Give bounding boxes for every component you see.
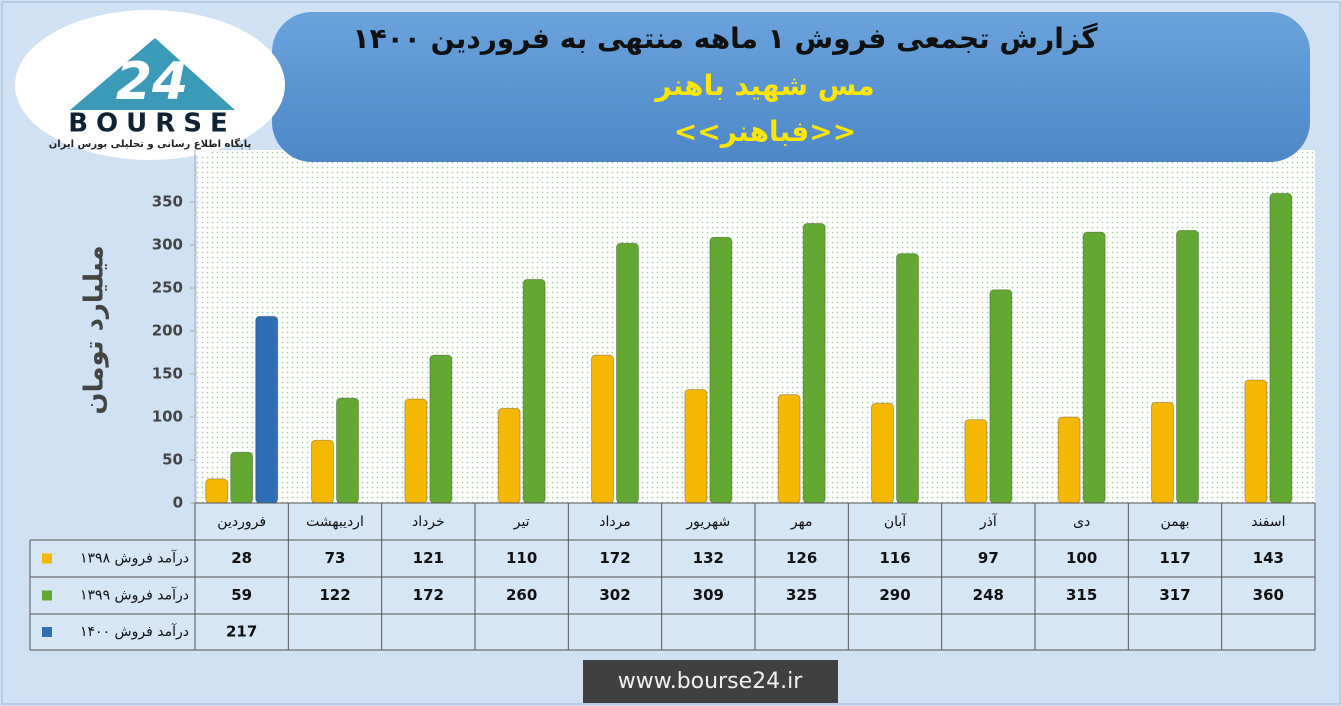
x-tick-label: دی (1073, 514, 1090, 530)
table-value: 172 (599, 549, 630, 567)
table-value: 121 (413, 549, 444, 567)
bar (964, 419, 988, 504)
bar (1269, 192, 1293, 504)
table-value: 248 (973, 586, 1004, 604)
bar (1151, 401, 1174, 504)
x-tick-label: بهمن (1160, 514, 1189, 530)
bar (989, 289, 1013, 504)
table-bg (30, 540, 1315, 650)
bar (709, 236, 733, 504)
table-value: 143 (1253, 549, 1284, 567)
table-value: 117 (1159, 549, 1190, 567)
y-tick-label: 0 (173, 494, 183, 512)
logo-name: BOURSE (68, 109, 236, 139)
logo-triangle (70, 38, 235, 110)
y-tick-label: 200 (152, 322, 183, 340)
y-tick-label: 300 (152, 236, 183, 254)
x-tick-label: مهر (790, 514, 813, 530)
bar (802, 223, 826, 504)
logo-tagline: پایگاه اطلاع رسانی و تحلیلی بورس ایران (49, 137, 252, 150)
table-value: 122 (319, 586, 350, 604)
banner (272, 12, 1310, 162)
legend-label: درآمد فروش ۱۳۹۸ (80, 550, 189, 567)
bar (336, 397, 359, 504)
plot-area (197, 150, 1315, 503)
x-tick-label: اسفند (1251, 514, 1285, 530)
y-tick-label: 350 (152, 193, 183, 211)
bar (311, 439, 334, 504)
bar (522, 278, 546, 504)
bar (497, 407, 521, 504)
table-value: 126 (786, 549, 817, 567)
table-value: 325 (786, 586, 817, 604)
table-value: 132 (693, 549, 724, 567)
table-value: 360 (1253, 586, 1284, 604)
bar (205, 478, 229, 504)
table-value: 302 (599, 586, 630, 604)
table-value: 315 (1066, 586, 1097, 604)
bar (1244, 379, 1268, 504)
legend-label: درآمد فروش ۱۴۰۰ (80, 623, 189, 640)
x-tick-label: اردیبهشت (306, 514, 364, 530)
bar (230, 451, 254, 504)
table-value: 260 (506, 586, 537, 604)
x-tick-label: شهریور (685, 514, 730, 530)
bar (1057, 416, 1081, 504)
footer: www.bourse24.ir (618, 669, 803, 694)
bar (777, 394, 801, 504)
y-tick-label: 150 (152, 365, 183, 383)
bar (255, 315, 279, 504)
chart-subtitle: مس شهید باهنر (653, 69, 874, 102)
table-value: 309 (693, 586, 724, 604)
table-value: 290 (879, 586, 910, 604)
y-tick-label: 100 (152, 408, 183, 426)
x-tick-label: تیر (513, 514, 530, 530)
x-tick-label: فروردین (217, 514, 266, 530)
bar (1082, 231, 1106, 504)
logo-number: 24 (116, 52, 188, 112)
table-value: 100 (1066, 549, 1097, 567)
table-value: 116 (879, 549, 910, 567)
table-value: 97 (978, 549, 999, 567)
legend-swatch (42, 590, 52, 601)
table-value: 217 (226, 623, 257, 641)
legend-swatch (42, 627, 52, 637)
y-tick-label: 50 (162, 451, 183, 469)
table-value: 59 (231, 586, 252, 604)
chart-title: گزارش تجمعی فروش ۱ ماهه منتهی به فروردین… (353, 22, 1099, 55)
table-value: 28 (231, 549, 252, 567)
table-value: 73 (325, 549, 346, 567)
table-value: 172 (413, 586, 444, 604)
bar (1176, 229, 1199, 504)
x-tick-label: آذر (979, 513, 998, 530)
y-tick-label: 250 (152, 279, 183, 297)
bar (429, 354, 453, 504)
bar (616, 242, 639, 504)
bar (684, 388, 708, 504)
bar (871, 402, 894, 504)
table-value: 110 (506, 549, 537, 567)
legend-swatch (42, 553, 52, 564)
table-value: 317 (1159, 586, 1190, 604)
bar (591, 354, 614, 504)
x-tick-label: مرداد (599, 514, 631, 530)
x-tick-label: آبان (884, 513, 907, 530)
x-tick-label: خرداد (412, 514, 445, 530)
bar (896, 253, 919, 504)
legend-label: درآمد فروش ۱۳۹۹ (80, 587, 189, 604)
footer-bg (583, 660, 838, 703)
bar (404, 398, 428, 504)
y-axis-label: میلیارد تومان (80, 245, 110, 414)
symbol: <<فباهنر>> (674, 115, 856, 148)
